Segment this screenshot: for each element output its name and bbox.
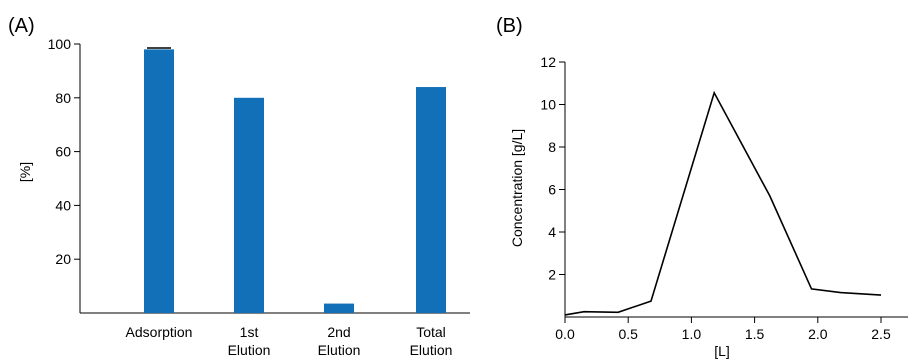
panel-a-y-axis-label: [%]: [17, 162, 33, 182]
bar: [234, 97, 264, 313]
y-tick-label: 12: [540, 54, 556, 70]
panel-a: (A) [%] 20 40 60 80 100 Adsorption 1st Elution…: [8, 15, 470, 358]
panel-b-y-ticks: 2 4 6 8 10 12: [540, 54, 565, 283]
panel-a-x-tick-labels: Adsorption 1st Elution 2nd Elution Total Eluti…: [126, 324, 453, 358]
x-tick-label: Elution: [410, 342, 453, 358]
x-tick-label: Total: [416, 324, 446, 340]
panel-a-bars: [144, 47, 446, 313]
panel-a-label: (A): [8, 15, 35, 37]
panel-b-x-axis-label: [L]: [714, 343, 730, 359]
x-tick-label: 0.0: [555, 326, 575, 342]
x-tick-label: 2nd: [327, 324, 350, 340]
bar: [144, 49, 174, 313]
bar: [416, 87, 446, 313]
x-tick-label: 0.5: [618, 326, 638, 342]
y-tick-label: 60: [55, 144, 71, 160]
x-tick-label: 2.5: [871, 326, 891, 342]
panel-b-y-axis-label: Concentration [g/L]: [509, 129, 525, 247]
y-tick-label: 80: [55, 90, 71, 106]
bar: [324, 303, 354, 313]
panel-b: (B) Concentration [g/L] [L] 2 4 6 8 10 12 0.0…: [496, 15, 908, 359]
y-tick-label: 2: [548, 267, 556, 283]
y-tick-label: 20: [55, 251, 71, 267]
panel-b-x-ticks: 0.0 0.5 1.0 1.5 2.0 2.5: [555, 317, 891, 342]
x-tick-label: 1st: [240, 324, 259, 340]
y-tick-label: 10: [540, 97, 556, 113]
x-tick-label: Adsorption: [126, 324, 193, 340]
panel-b-series-line: [564, 90, 882, 316]
panel-a-y-ticks: 20 40 60 80 100: [48, 36, 80, 267]
y-tick-label: 4: [548, 224, 556, 240]
y-tick-label: 40: [55, 197, 71, 213]
x-tick-label: 1.0: [682, 326, 702, 342]
x-tick-label: 1.5: [745, 326, 765, 342]
x-tick-label: 2.0: [808, 326, 828, 342]
panel-b-label: (B): [496, 15, 523, 37]
y-tick-label: 6: [548, 182, 556, 198]
x-tick-label: Elution: [318, 342, 361, 358]
y-tick-label: 100: [48, 36, 72, 52]
y-tick-label: 8: [548, 139, 556, 155]
x-tick-label: Elution: [228, 342, 271, 358]
